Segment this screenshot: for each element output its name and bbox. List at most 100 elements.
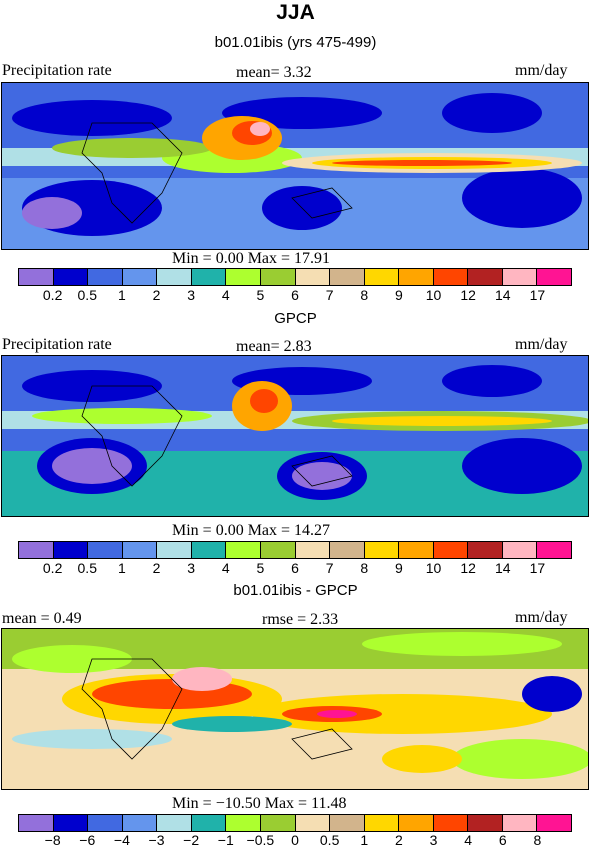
colorbar-swatch bbox=[433, 815, 469, 831]
colorbar-swatch bbox=[226, 269, 261, 285]
colorbar-swatch bbox=[260, 542, 296, 558]
panel2-units-label: mm/day bbox=[515, 336, 568, 353]
panel3-mean-label: mean = 0.49 bbox=[2, 610, 82, 627]
colorbar-swatch bbox=[122, 269, 158, 285]
panel1-left-label: Precipitation rate bbox=[2, 62, 112, 79]
panel2-ticks: 0.2 0.5 1 2 3 4 5 6 7 8 9 10 12 14 17 bbox=[18, 560, 572, 576]
colorbar-swatch bbox=[468, 542, 503, 558]
colorbar-swatch bbox=[19, 269, 54, 285]
colorbar-tick-label: −3 bbox=[148, 832, 165, 848]
panel2-stats: Min = 0.00 Max = 14.27 bbox=[172, 522, 331, 539]
panel1-subtitle: b01.01ibis (yrs 475-499) bbox=[214, 34, 377, 51]
panel3-rmse-label: rmse = 2.33 bbox=[262, 611, 339, 628]
colorbar-swatch bbox=[88, 542, 123, 558]
colorbar-tick-label: 8 bbox=[360, 287, 369, 303]
colorbar-swatch bbox=[399, 815, 434, 831]
panel2-map bbox=[1, 355, 589, 517]
colorbar-tick-label: −2 bbox=[183, 832, 200, 848]
colorbar-tick-label: 8 bbox=[360, 560, 369, 576]
colorbar-swatch bbox=[330, 815, 365, 831]
colorbar-tick-label: 7 bbox=[325, 560, 334, 576]
panel2-colorbar bbox=[18, 541, 572, 559]
panel3-map bbox=[1, 628, 589, 790]
colorbar-tick-label: 0 bbox=[291, 832, 299, 848]
panel1-ticks: 0.2 0.5 1 2 3 4 5 6 7 8 9 10 12 14 17 bbox=[18, 287, 572, 303]
colorbar-swatch bbox=[537, 815, 571, 831]
colorbar-tick-label: 3 bbox=[187, 560, 196, 576]
colorbar-tick-label: 2 bbox=[152, 560, 161, 576]
colorbar-tick-label: 14 bbox=[494, 560, 511, 576]
panel1-stats: Min = 0.00 Max = 17.91 bbox=[172, 250, 331, 267]
colorbar-tick-label: 0.2 bbox=[42, 560, 63, 576]
colorbar-swatch bbox=[330, 542, 365, 558]
colorbar-swatch bbox=[295, 542, 331, 558]
colorbar-tick-label: 4 bbox=[221, 287, 230, 303]
colorbar-tick-label: 9 bbox=[394, 287, 403, 303]
panel3-subtitle: b01.01ibis - GPCP bbox=[233, 582, 358, 599]
colorbar-swatch bbox=[226, 542, 261, 558]
colorbar-tick-label: 5 bbox=[256, 560, 265, 576]
colorbar-swatch bbox=[157, 815, 192, 831]
colorbar-tick-label: 2 bbox=[152, 287, 161, 303]
colorbar-swatch bbox=[364, 269, 400, 285]
panel3-units-label: mm/day bbox=[515, 609, 568, 626]
colorbar-swatch bbox=[53, 542, 89, 558]
colorbar-tick-label: 1 bbox=[117, 560, 126, 576]
colorbar-tick-label: 12 bbox=[460, 287, 476, 303]
colorbar-tick-label: 8 bbox=[533, 832, 542, 848]
season-title: JJA bbox=[276, 1, 315, 24]
colorbar-tick-label: 14 bbox=[494, 287, 511, 303]
colorbar-swatch bbox=[433, 269, 469, 285]
colorbar-tick-label: 17 bbox=[529, 287, 546, 303]
colorbar-tick-label: 6 bbox=[291, 560, 299, 576]
colorbar-swatch bbox=[122, 542, 158, 558]
panel1-colorbar bbox=[18, 268, 572, 286]
colorbar-swatch bbox=[295, 815, 331, 831]
colorbar-tick-label: 12 bbox=[460, 560, 476, 576]
colorbar-tick-label: 4 bbox=[221, 560, 230, 576]
colorbar-tick-label: 2 bbox=[394, 832, 403, 848]
colorbar-tick-label: 5 bbox=[256, 287, 265, 303]
colorbar-swatch bbox=[502, 542, 538, 558]
colorbar-tick-label: 1 bbox=[117, 287, 126, 303]
panel3-colorbar bbox=[18, 814, 572, 832]
colorbar-swatch bbox=[537, 269, 571, 285]
panel3-stats: Min = −10.50 Max = 11.48 bbox=[172, 795, 347, 812]
colorbar-swatch bbox=[157, 269, 192, 285]
colorbar-swatch bbox=[191, 815, 227, 831]
colorbar-swatch bbox=[433, 542, 469, 558]
colorbar-swatch bbox=[502, 269, 538, 285]
colorbar-swatch bbox=[260, 269, 296, 285]
colorbar-swatch bbox=[19, 542, 54, 558]
colorbar-tick-label: −0.5 bbox=[246, 832, 275, 848]
colorbar-tick-label: 7 bbox=[325, 287, 334, 303]
colorbar-swatch bbox=[122, 815, 158, 831]
colorbar-tick-label: 0.2 bbox=[42, 287, 63, 303]
panel1-map bbox=[1, 82, 589, 250]
colorbar-tick-label: 10 bbox=[425, 560, 442, 576]
colorbar-tick-label: 4 bbox=[464, 832, 473, 848]
colorbar-swatch bbox=[53, 815, 89, 831]
colorbar-tick-label: 9 bbox=[394, 560, 403, 576]
colorbar-tick-label: 1 bbox=[360, 832, 369, 848]
colorbar-tick-label: 3 bbox=[429, 832, 438, 848]
colorbar-swatch bbox=[537, 542, 571, 558]
colorbar-tick-label: −8 bbox=[44, 832, 61, 848]
colorbar-tick-label: 3 bbox=[187, 287, 196, 303]
colorbar-tick-label: 6 bbox=[498, 832, 507, 848]
colorbar-swatch bbox=[191, 269, 227, 285]
colorbar-swatch bbox=[191, 542, 227, 558]
colorbar-swatch bbox=[364, 815, 400, 831]
colorbar-swatch bbox=[88, 815, 123, 831]
colorbar-tick-label: 10 bbox=[425, 287, 442, 303]
panel1-mean-label: mean= 3.32 bbox=[236, 64, 312, 81]
panel2-subtitle: GPCP bbox=[274, 310, 317, 327]
colorbar-swatch bbox=[260, 815, 296, 831]
panel2-mean-label: mean= 2.83 bbox=[236, 338, 312, 355]
colorbar-tick-label: 0.5 bbox=[77, 287, 97, 303]
colorbar-swatch bbox=[468, 269, 503, 285]
colorbar-swatch bbox=[330, 269, 365, 285]
colorbar-swatch bbox=[295, 269, 331, 285]
colorbar-swatch bbox=[399, 542, 434, 558]
colorbar-tick-label: −1 bbox=[217, 832, 234, 848]
